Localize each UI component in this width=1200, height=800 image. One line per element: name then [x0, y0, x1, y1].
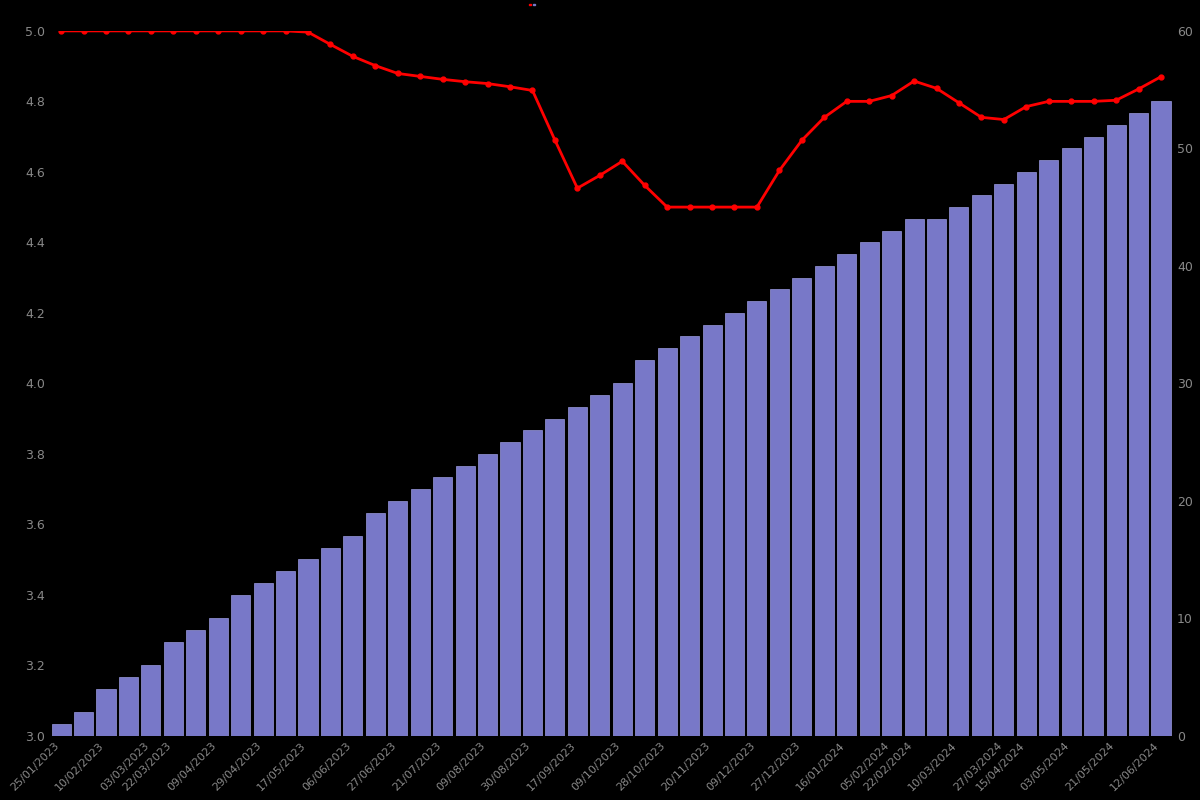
Bar [1084, 137, 1103, 736]
Bar [568, 406, 587, 736]
Bar [702, 325, 721, 736]
Bar [478, 454, 497, 736]
Bar [792, 278, 811, 736]
Bar [748, 301, 767, 736]
Bar [770, 290, 788, 736]
Bar [410, 489, 430, 736]
Bar [232, 594, 251, 736]
Bar [815, 266, 834, 736]
Bar [1152, 102, 1170, 736]
Bar [456, 466, 475, 736]
Legend: , : , [528, 3, 536, 6]
Bar [186, 630, 205, 736]
Bar [389, 501, 407, 736]
Bar [299, 559, 318, 736]
Bar [838, 254, 857, 736]
Bar [882, 230, 901, 736]
Bar [433, 478, 452, 736]
Bar [1106, 125, 1126, 736]
Bar [1129, 113, 1148, 736]
Bar [320, 548, 340, 736]
Bar [658, 348, 677, 736]
Bar [74, 712, 94, 736]
Bar [1016, 172, 1036, 736]
Bar [590, 395, 610, 736]
Bar [119, 677, 138, 736]
Bar [276, 571, 295, 736]
Bar [209, 618, 228, 736]
Bar [905, 219, 924, 736]
Bar [725, 313, 744, 736]
Bar [995, 183, 1013, 736]
Bar [163, 642, 182, 736]
Bar [366, 513, 385, 736]
Bar [680, 336, 700, 736]
Bar [52, 724, 71, 736]
Bar [949, 207, 968, 736]
Bar [635, 360, 654, 736]
Bar [500, 442, 520, 736]
Bar [1062, 148, 1081, 736]
Bar [142, 666, 161, 736]
Bar [523, 430, 542, 736]
Bar [972, 195, 991, 736]
Bar [1039, 160, 1058, 736]
Bar [613, 383, 632, 736]
Bar [859, 242, 878, 736]
Bar [545, 418, 564, 736]
Bar [253, 583, 272, 736]
Bar [96, 689, 115, 736]
Bar [926, 219, 946, 736]
Bar [343, 536, 362, 736]
